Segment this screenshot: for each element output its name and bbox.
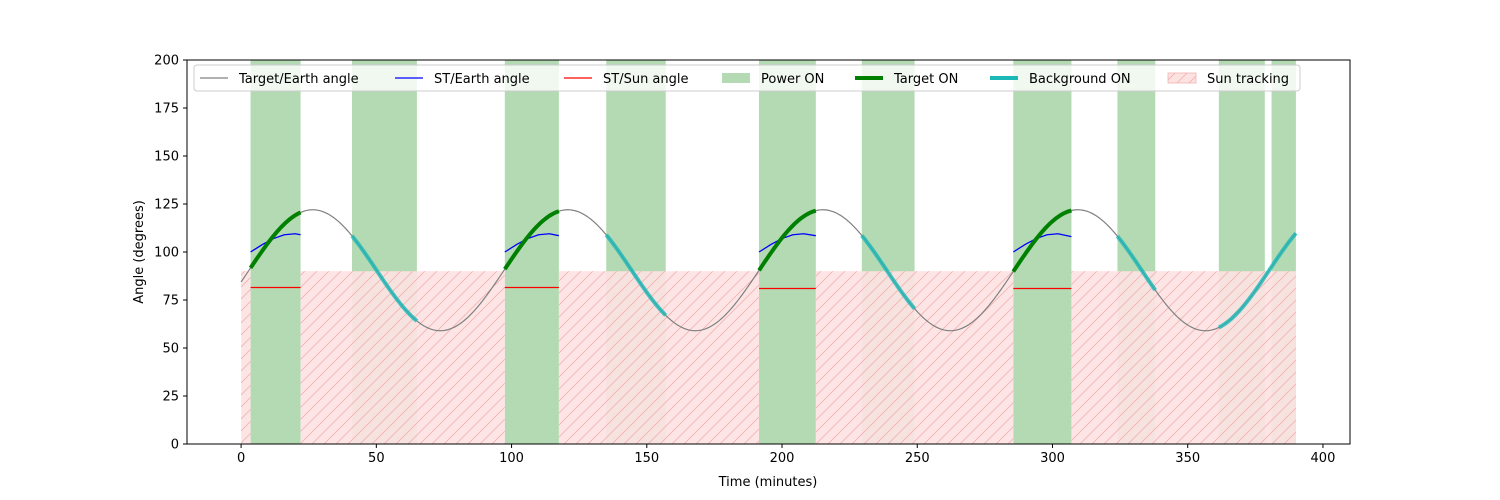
y-tick-label: 100 (154, 246, 179, 261)
legend-item: Sun tracking (1167, 72, 1289, 87)
legend-item: Target/Earth angle (200, 72, 359, 87)
y-axis: 0 25 50 75 100 125 150 175 200 (154, 54, 187, 453)
legend-swatch (722, 73, 750, 83)
target-on-segment (248, 210, 302, 270)
y-tick-label: 200 (154, 54, 179, 69)
background-on-segment (860, 234, 917, 310)
target-on-segment (757, 208, 817, 272)
legend-item: ST/Sun angle (564, 72, 689, 87)
y-tick-label: 25 (162, 390, 179, 405)
power-on-band (250, 60, 301, 444)
power-on-band (759, 60, 816, 444)
y-tick-label: 50 (162, 342, 179, 357)
legend-item: ST/Earth angle (395, 72, 530, 87)
y-tick-label: 150 (154, 150, 179, 165)
background-on-segment (1115, 234, 1157, 292)
legend-item: Target ON (855, 72, 958, 87)
x-tick-label: 0 (237, 451, 245, 466)
legend-label: Sun tracking (1207, 72, 1289, 87)
y-tick-label: 75 (162, 294, 179, 309)
st-earth-line (1012, 233, 1072, 253)
target-on-segment (1011, 208, 1072, 273)
x-tick-label: 250 (905, 451, 930, 466)
background-on-segment (1217, 231, 1298, 330)
legend-swatch-hatch (1168, 73, 1196, 83)
sun-tracking-layer (241, 271, 1296, 444)
x-tick-label: 150 (634, 451, 659, 466)
legend-label: ST/Sun angle (603, 72, 689, 87)
y-tick-label: 125 (154, 198, 179, 213)
legend-label: Background ON (1029, 72, 1131, 87)
st-earth-line (758, 233, 816, 253)
sun-tracking-hatch (300, 271, 505, 444)
x-tick-label: 100 (499, 451, 524, 466)
legend-label: Target/Earth angle (238, 72, 359, 87)
legend-label: ST/Earth angle (434, 72, 530, 87)
background-on-segment (604, 233, 668, 317)
power-on-band (504, 60, 559, 444)
legend-label: Target ON (893, 72, 958, 87)
power-on-band (1013, 60, 1072, 444)
x-tick-label: 400 (1311, 451, 1336, 466)
y-axis-label: Angle (degrees) (132, 200, 147, 304)
x-axis: 0 50 100 150 200 250 300 350 400 (237, 444, 1335, 466)
y-tick-label: 175 (154, 102, 179, 117)
series-layer (240, 208, 1298, 332)
x-tick-label: 300 (1040, 451, 1065, 466)
target-on-segment (503, 209, 560, 271)
x-axis-label: Time (minutes) (718, 475, 818, 490)
x-tick-label: 350 (1175, 451, 1200, 466)
legend-item: Power ON (722, 72, 824, 87)
sun-tracking-hatch (558, 271, 760, 444)
sun-tracking-hatch (815, 271, 1014, 444)
plot-area (240, 60, 1298, 444)
legend-item: Background ON (990, 72, 1131, 87)
x-tick-label: 200 (770, 451, 795, 466)
st-earth-line (250, 233, 301, 253)
background-on-segment (350, 234, 419, 323)
sun-tracking-hatch (1071, 271, 1296, 444)
y-tick-label: 0 (171, 438, 179, 453)
legend: Target/Earth angle ST/Earth angle ST/Sun a… (193, 64, 1301, 92)
st-earth-line (504, 233, 560, 253)
x-tick-label: 50 (368, 451, 385, 466)
sun-tracking-hatch (241, 271, 251, 444)
legend-label: Power ON (761, 72, 824, 87)
